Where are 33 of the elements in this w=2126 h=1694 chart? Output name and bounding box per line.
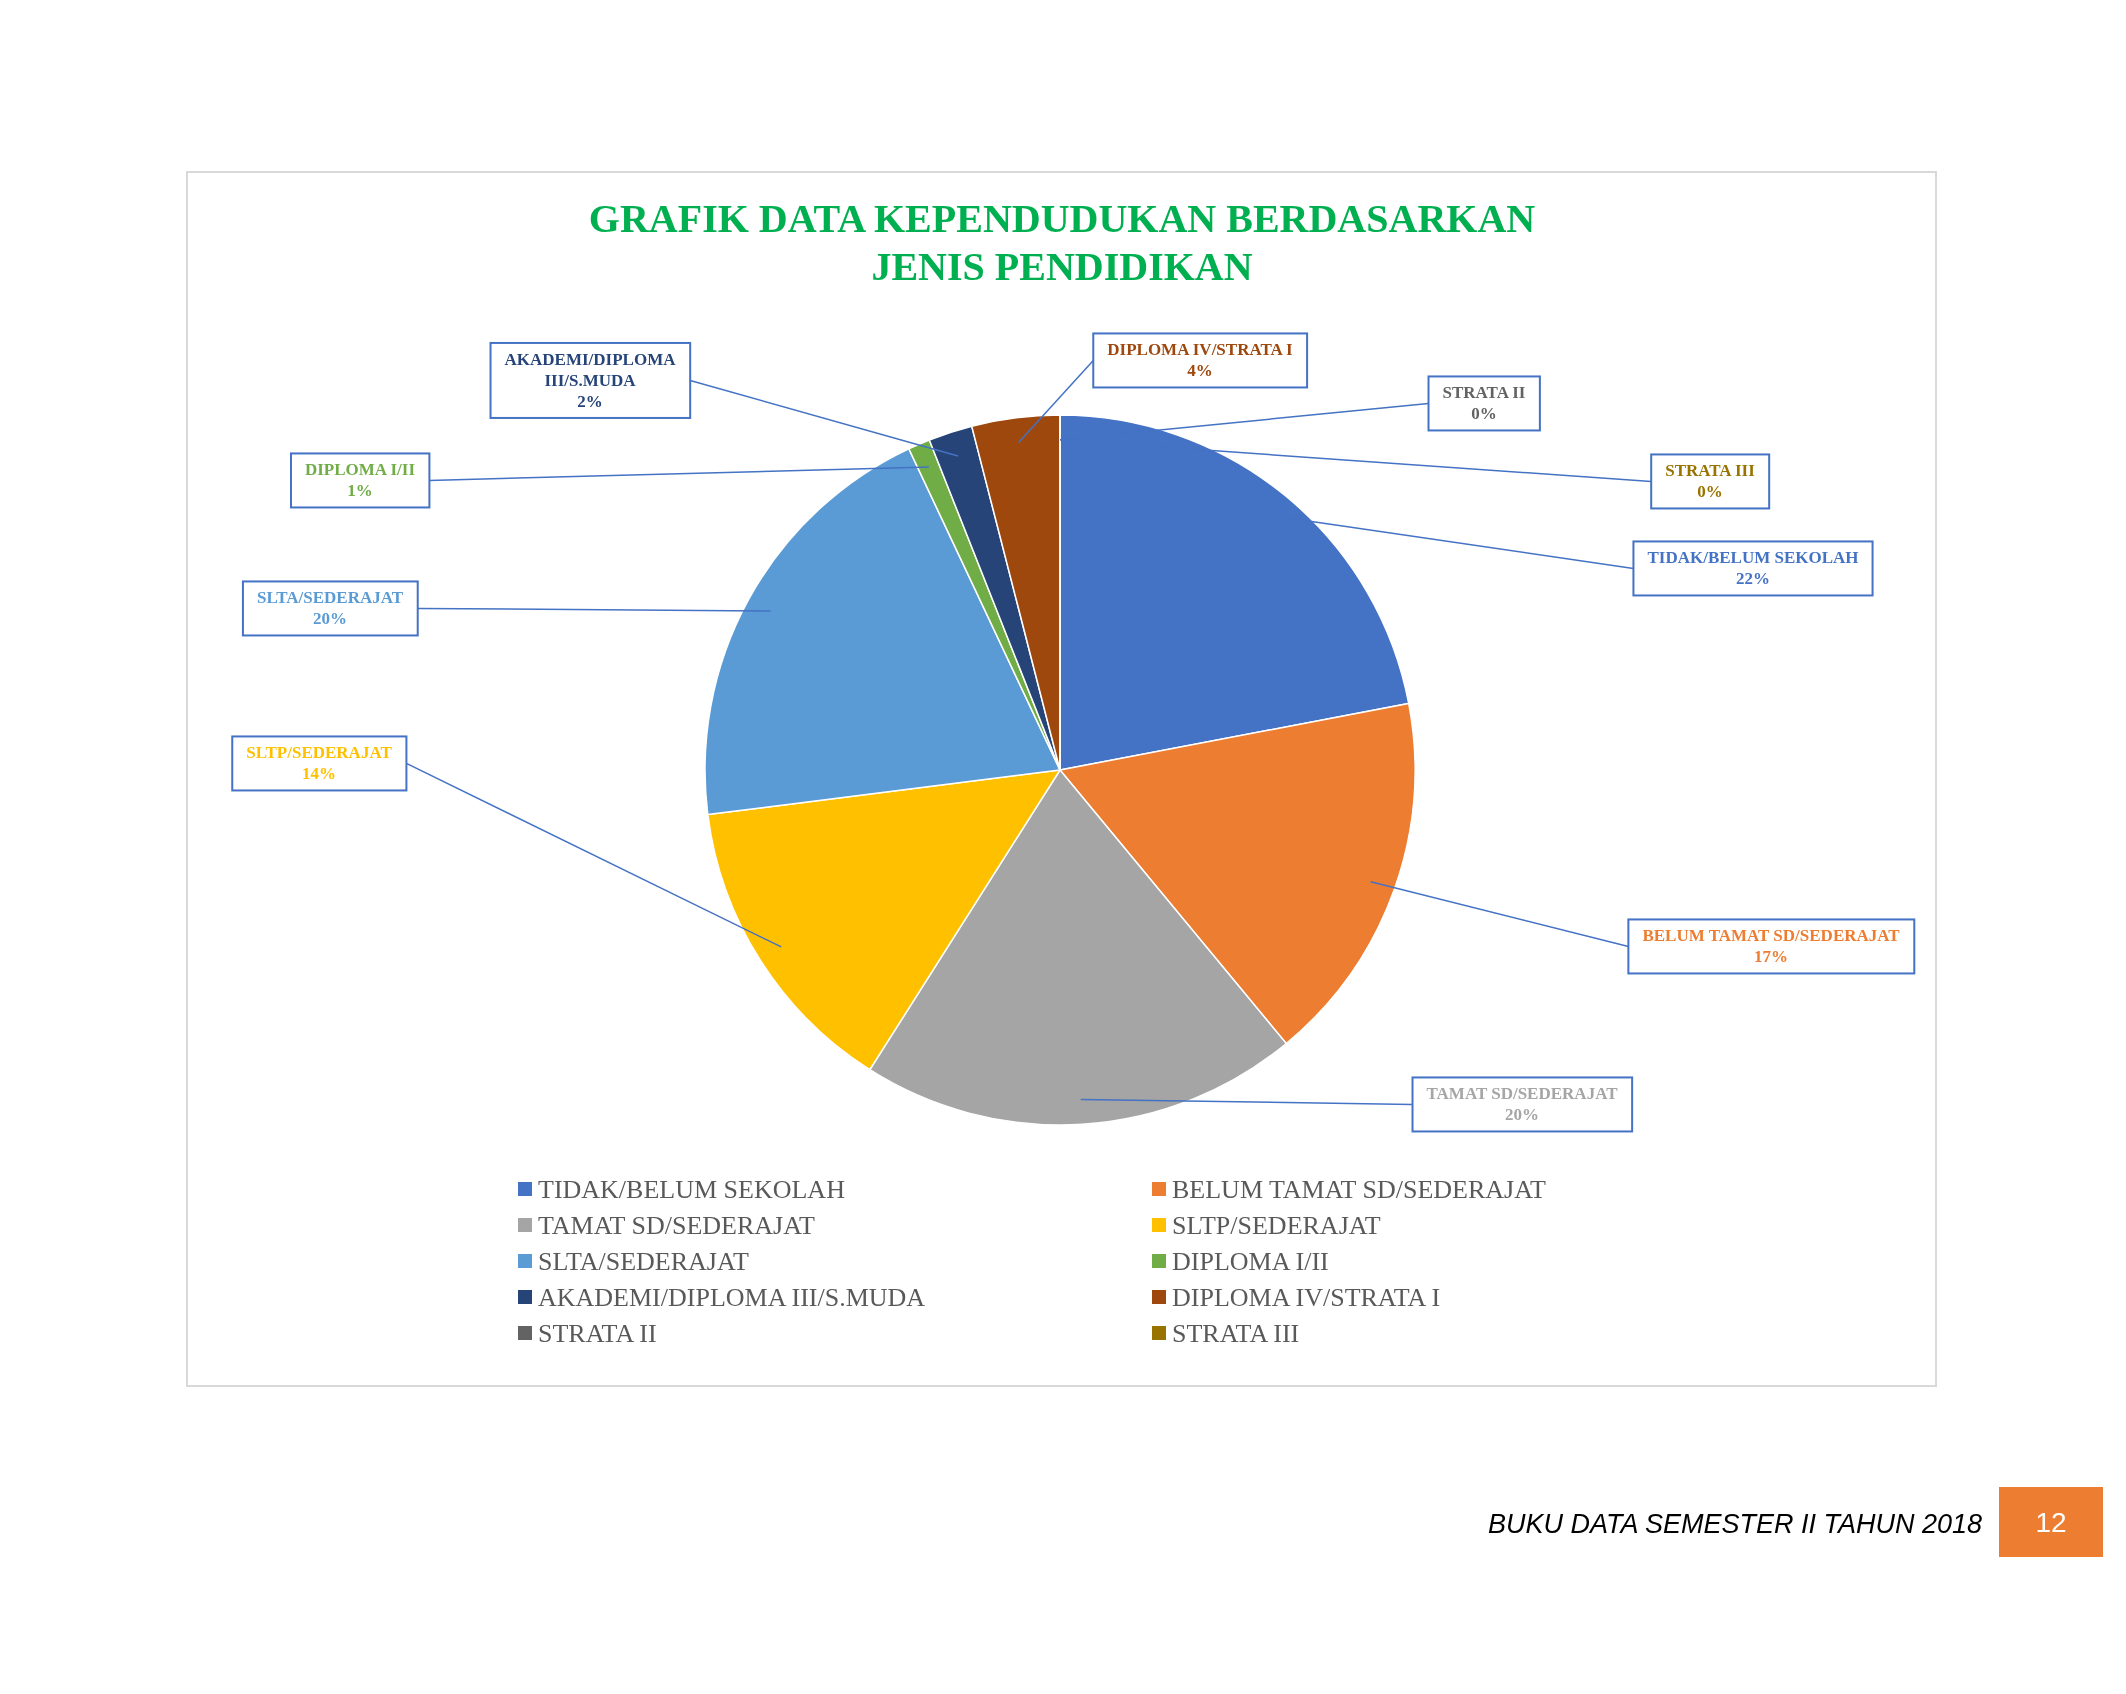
legend-label: SLTA/SEDERAJAT: [538, 1247, 749, 1276]
slice-label: AKADEMI/DIPLOMA III/S.MUDA: [504, 349, 677, 390]
legend-label: SLTP/SEDERAJAT: [1172, 1211, 1381, 1240]
text: 12: [2035, 1507, 2067, 1538]
slice-label: DIPLOMA I/II: [304, 460, 416, 480]
data-label: 14%: [302, 764, 336, 784]
data-label: 17%: [1754, 947, 1788, 967]
legend-label: DIPLOMA I/II: [1172, 1247, 1329, 1276]
text: 0%: [1697, 482, 1723, 502]
legend-label: STRATA III: [1172, 1319, 1300, 1348]
data-label: 20%: [1505, 1105, 1539, 1125]
legend-label: TIDAK/BELUM SEKOLAH: [538, 1175, 846, 1204]
category-label: STRATA II: [1442, 383, 1526, 403]
slice-label: SLTP/SEDERAJAT: [246, 743, 393, 763]
data-label: 1%: [347, 481, 373, 501]
slice-label: BELUM TAMAT SD/SEDERAJAT: [1642, 926, 1901, 946]
legend-label: DIPLOMA IV/STRATA I: [1172, 1283, 1441, 1312]
text: BUKU DATA SEMESTER II TAHUN 2018: [1487, 1509, 1982, 1539]
slice-label: SLTA/SEDERAJAT: [256, 588, 404, 608]
text: 0%: [1471, 404, 1497, 424]
legend-label: TAMAT SD/SEDERAJAT: [538, 1211, 816, 1240]
slice-label: TIDAK/BELUM SEKOLAH: [1647, 548, 1859, 568]
slice-label: DIPLOMA IV/STRATA I: [1107, 340, 1294, 360]
data-label: 20%: [313, 609, 347, 629]
chart-title: GRAFIK DATA KEPENDUDUKAN BERDASARKAN JENIS PENDIDIKAN: [588, 196, 1536, 289]
data-label: 22%: [1736, 569, 1770, 589]
legend-label: STRATA II: [538, 1319, 657, 1348]
slice-label: TAMAT SD/SEDERAJAT: [1426, 1084, 1619, 1104]
legend-label: BELUM TAMAT SD/SEDERAJAT: [1172, 1175, 1547, 1204]
legend-label: AKADEMI/DIPLOMA III/S.MUDA: [538, 1283, 926, 1312]
category-label: STRATA III: [1665, 461, 1755, 481]
data-label: 4%: [1187, 361, 1213, 381]
data-label: 2%: [577, 391, 603, 411]
